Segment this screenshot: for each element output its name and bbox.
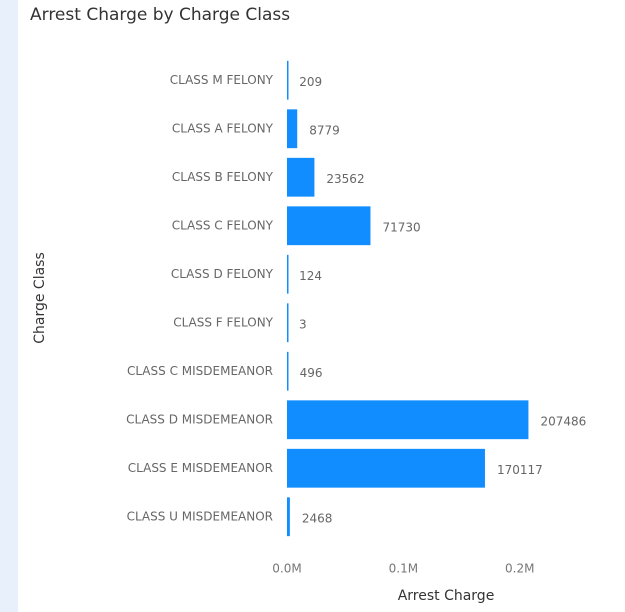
y-tick-label: CLASS B FELONY	[172, 170, 274, 184]
value-label: 124	[299, 269, 322, 283]
x-tick-label: 0.0M	[272, 562, 301, 576]
value-label: 2468	[302, 511, 333, 525]
bar	[287, 497, 290, 537]
y-tick-label: CLASS C MISDEMEANOR	[127, 364, 273, 378]
bar	[287, 206, 371, 246]
value-label: 209	[299, 75, 322, 89]
y-tick-label: CLASS M FELONY	[170, 73, 274, 87]
y-tick-label: CLASS U MISDEMEANOR	[127, 509, 273, 523]
chart-title: Arrest Charge by Charge Class	[30, 5, 290, 25]
value-label: 170117	[497, 463, 543, 477]
value-label: 207486	[540, 414, 586, 428]
x-tick-label: 0.2M	[505, 562, 534, 576]
value-label: 3	[299, 317, 307, 331]
bar	[287, 60, 289, 100]
y-tick-label: CLASS D MISDEMEANOR	[126, 412, 273, 426]
x-axis-title: Arrest Charge	[398, 588, 495, 604]
bar	[287, 157, 315, 197]
value-label: 496	[300, 366, 323, 380]
bar	[287, 254, 289, 294]
y-tick-label: CLASS D FELONY	[171, 267, 274, 281]
x-tick-label: 0.1M	[389, 562, 418, 576]
bar	[287, 303, 289, 343]
bar	[287, 400, 529, 440]
value-label: 23562	[326, 172, 364, 186]
y-axis-title: Charge Class	[32, 252, 48, 344]
bar	[287, 109, 298, 149]
bar	[287, 351, 289, 391]
y-tick-label: CLASS A FELONY	[172, 121, 274, 135]
y-tick-label: CLASS C FELONY	[172, 218, 274, 232]
bar	[287, 448, 485, 488]
panel-edge	[0, 0, 18, 612]
value-label: 8779	[309, 123, 340, 137]
value-label: 71730	[382, 220, 420, 234]
y-tick-label: CLASS E MISDEMEANOR	[128, 461, 273, 475]
y-tick-label: CLASS F FELONY	[173, 315, 273, 329]
